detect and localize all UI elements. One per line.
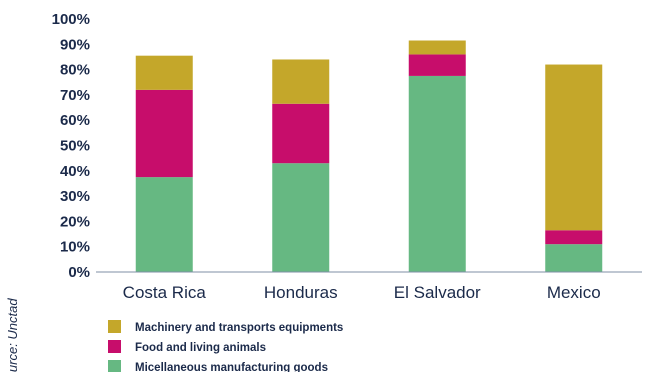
y-tick-label: 20% xyxy=(60,213,90,230)
legend-item: Machinery and transports equipments xyxy=(108,320,343,334)
bar-segment xyxy=(408,40,466,55)
y-tick-label: 100% xyxy=(52,11,90,28)
x-axis: Costa Rica Honduras El Salvador Mexico xyxy=(123,283,601,302)
legend: Machinery and transports equipments Food … xyxy=(108,320,343,372)
bar-stack-el-salvador xyxy=(408,40,466,272)
x-tick-label: Costa Rica xyxy=(123,283,207,302)
y-tick-label: 90% xyxy=(60,36,90,53)
bar-segment xyxy=(545,244,603,272)
bar-stack-mexico xyxy=(545,64,603,272)
y-axis: 0% 10% 20% 30% 40% 50% 60% 70% 80% 90% 100% xyxy=(52,11,90,281)
bar-segment xyxy=(408,54,466,76)
bar-segment xyxy=(272,163,330,272)
legend-item: Micellaneous manufacturing goods xyxy=(108,360,328,372)
legend-label: Food and living animals xyxy=(135,342,266,354)
y-tick-label: 50% xyxy=(60,138,90,155)
y-tick-label: 40% xyxy=(60,163,90,180)
bar-segment xyxy=(272,103,330,164)
legend-label: Machinery and transports equipments xyxy=(135,322,343,334)
y-tick-label: 80% xyxy=(60,62,90,79)
bar-stack-costa-rica xyxy=(135,55,193,272)
legend-item: Food and living animals xyxy=(108,340,266,354)
x-tick-label: El Salvador xyxy=(394,283,481,302)
bar-segment xyxy=(545,64,603,231)
x-tick-label: Honduras xyxy=(264,283,338,302)
bar-stack-honduras xyxy=(272,59,330,272)
bar-segment xyxy=(408,75,466,272)
bar-segment xyxy=(135,55,193,90)
y-tick-label: 60% xyxy=(60,112,90,129)
bar-segment xyxy=(545,230,603,245)
x-tick-label: Mexico xyxy=(547,283,601,302)
legend-swatch xyxy=(108,320,121,333)
source-note: Source: Unctad xyxy=(5,298,20,372)
bar-segment xyxy=(272,59,330,104)
y-tick-label: 70% xyxy=(60,87,90,104)
y-tick-label: 10% xyxy=(60,239,90,256)
bar-segment xyxy=(135,177,193,272)
bar-segment xyxy=(135,89,193,178)
legend-swatch xyxy=(108,340,121,353)
legend-label: Micellaneous manufacturing goods xyxy=(135,362,328,372)
y-tick-label: 30% xyxy=(60,188,90,205)
y-tick-label: 0% xyxy=(68,264,90,281)
bars xyxy=(135,40,603,272)
legend-swatch xyxy=(108,360,121,372)
